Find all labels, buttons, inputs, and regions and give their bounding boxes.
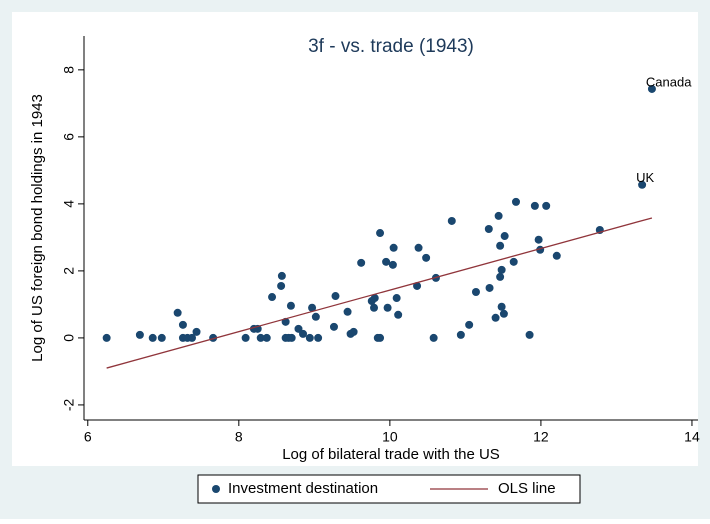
legend-box (197, 474, 581, 504)
x-tick-label: 12 (533, 429, 549, 445)
point (465, 320, 474, 329)
point (308, 303, 317, 312)
point (370, 294, 379, 303)
point (509, 257, 518, 266)
point (357, 258, 366, 267)
point (178, 320, 187, 329)
chart-title: 3f - vs. trade (1943) (308, 36, 474, 57)
y-tick-label: 4 (61, 200, 77, 208)
point (499, 309, 508, 318)
point-label: UK (636, 170, 654, 185)
point (383, 303, 392, 312)
point (422, 253, 431, 262)
point-label: Canada (646, 74, 692, 89)
point (496, 272, 505, 281)
y-tick-label: 2 (61, 267, 77, 275)
point (485, 283, 494, 292)
point (329, 322, 338, 331)
point (102, 333, 111, 342)
point (192, 327, 201, 336)
point (388, 260, 397, 269)
point (511, 197, 520, 206)
point (382, 257, 391, 266)
y-tick-label: 0 (61, 334, 77, 342)
point (389, 243, 398, 252)
point (277, 271, 286, 280)
point (331, 292, 340, 301)
x-axis-title: Log of bilateral trade with the US (282, 446, 500, 463)
x-tick-label: 6 (84, 429, 92, 445)
point (135, 330, 144, 339)
x-tick-label: 8 (235, 429, 243, 445)
point (349, 327, 358, 336)
point (491, 313, 500, 322)
point (471, 288, 480, 296)
point (542, 201, 551, 210)
y-axis-title: Log of US foreign bond holdings in 1943 (29, 94, 46, 362)
point (497, 302, 506, 311)
legend-label: OLS line (498, 480, 556, 497)
point (534, 235, 543, 244)
point (413, 281, 422, 290)
graph-region (12, 12, 698, 466)
point (241, 333, 250, 342)
ols-line (106, 217, 653, 369)
point (343, 307, 352, 316)
legend-marker (212, 485, 220, 493)
x-tick-label: 10 (382, 429, 398, 445)
point (494, 211, 503, 220)
point (456, 330, 465, 339)
point (256, 333, 265, 342)
point (311, 312, 320, 321)
point (286, 301, 295, 310)
point (638, 180, 647, 189)
point (376, 229, 385, 238)
point (305, 333, 314, 342)
point (376, 333, 385, 342)
point (392, 294, 401, 303)
point (647, 84, 656, 93)
point (262, 333, 271, 342)
point (496, 241, 505, 250)
point (314, 333, 323, 342)
point (299, 329, 308, 338)
point (157, 333, 166, 342)
point (484, 225, 493, 234)
point (525, 330, 534, 339)
point (394, 310, 403, 319)
y-tick-label: 6 (61, 133, 77, 141)
point (447, 216, 456, 225)
point (429, 333, 438, 342)
y-tick-label: -2 (61, 398, 77, 411)
point (500, 232, 509, 241)
point (173, 308, 182, 317)
point (287, 333, 296, 342)
point (277, 281, 286, 290)
point (414, 243, 423, 252)
point (552, 251, 561, 260)
y-tick-label: 8 (61, 66, 77, 74)
point (370, 303, 379, 312)
point (187, 333, 196, 342)
point (497, 265, 506, 274)
legend-label: Investment destination (228, 480, 378, 497)
x-tick-label: 14 (684, 429, 700, 445)
point (148, 333, 157, 342)
point (530, 201, 539, 210)
point (268, 293, 277, 302)
